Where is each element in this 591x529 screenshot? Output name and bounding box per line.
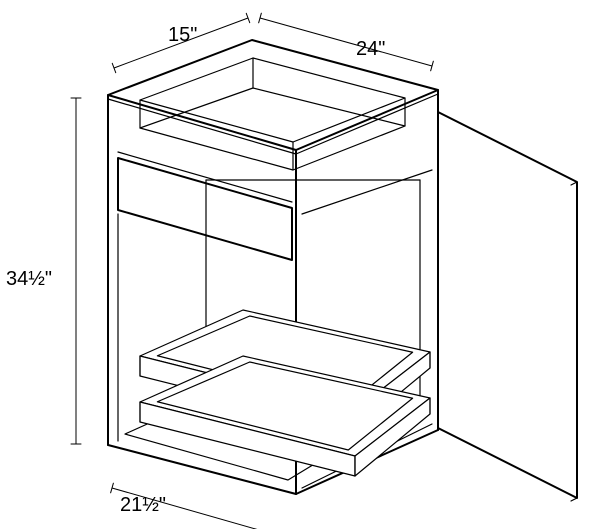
door-panel [438,112,577,498]
dim-doorw-label: 21½" [120,494,166,517]
dim-depth-label: 24" [356,38,385,61]
dim-height-label: 34½" [6,268,52,291]
cabinet-top-outer [108,40,438,150]
drawer-front [118,158,292,260]
dim-width-label: 15" [168,24,197,47]
